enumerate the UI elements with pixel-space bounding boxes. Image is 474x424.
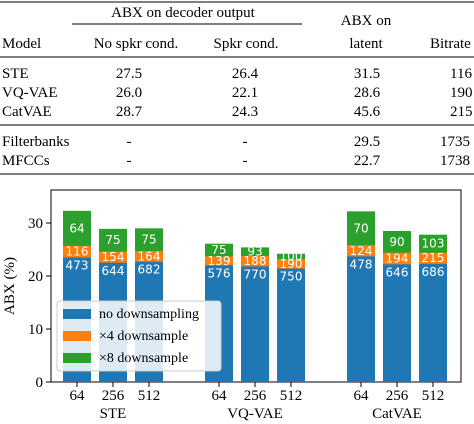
legend-swatch-x8-downsample [63,353,91,363]
col-header-no-spkr: No spkr cond. [94,36,179,52]
bar-value-label: 103 [422,237,445,251]
bar-value-label: 93 [247,245,262,259]
cell-no-spkr: - [127,134,132,150]
bar-value-label: 154 [102,250,125,264]
legend-swatch-x4-downsample [63,331,91,341]
cell-spkr: - [243,134,248,150]
bar-value-label: 770 [244,267,267,281]
bar-no-downsampling [419,263,447,382]
group-label: CatVAE [372,406,422,422]
x-tick-label: 64 [70,388,86,404]
legend-label-x4-downsample: ×4 downsample [99,329,188,344]
cell-bitrate: 1735 [440,134,470,150]
bar-no-downsampling [241,266,269,382]
cell-latent: 28.6 [354,85,381,101]
bar-value-label: 686 [422,265,445,279]
bar-value-label: 190 [280,257,303,271]
table-row: STE 27.5 26.4 31.5 116 [2,66,472,82]
bar-value-label: 116 [66,245,89,259]
cell-no-spkr: - [127,153,132,169]
bar-value-label: 194 [386,252,409,266]
bar-value-label: 188 [244,254,267,268]
cell-no-spkr: 27.5 [116,66,142,82]
x-tick-label: 512 [280,388,303,404]
cell-spkr: 24.3 [232,104,258,120]
bar-value-label: 473 [66,258,89,272]
cell-spkr: 26.4 [232,66,259,82]
x-tick-label: 512 [422,388,445,404]
y-tick-label: 0 [36,375,44,391]
bar-value-label: 139 [208,254,231,268]
header-abx-latent-line1: ABX on [341,13,392,29]
cell-latent: 31.5 [354,66,380,82]
group-label: VQ-VAE [227,406,283,422]
col-header-latent: latent [349,36,383,52]
bar-value-label: 164 [138,249,161,263]
table-row: VQ-VAE 26.0 22.1 28.6 190 [2,85,473,101]
bar-no-downsampling [347,256,375,382]
col-header-spkr: Spkr cond. [214,36,279,52]
y-tick-label: 10 [28,322,43,338]
col-header-model: Model [2,36,41,52]
cell-no-spkr: 28.7 [116,104,143,120]
table-row: MFCCs - - 22.7 1738 [2,153,470,169]
bar-value-label: 70 [353,221,368,235]
cell-bitrate: 1738 [440,153,470,169]
table-row: CatVAE 28.7 24.3 45.6 215 [2,104,473,120]
cell-spkr: - [243,153,248,169]
legend: no downsampling ×4 downsample ×8 downsam… [56,300,222,372]
cell-model: STE [2,66,29,82]
bar-value-label: 75 [141,233,156,247]
bar-value-label: 682 [138,263,161,277]
bar-value-label: 215 [422,251,445,265]
x-tick-label: 512 [138,388,161,404]
bar-value-label: 124 [350,244,373,258]
bar-value-label: 576 [208,266,231,280]
cell-bitrate: 215 [450,104,473,120]
bar-value-label: 478 [350,257,373,271]
cell-latent: 45.6 [354,104,381,120]
cell-model: Filterbanks [2,134,70,150]
y-axis-label: ABX (%) [2,257,18,315]
bar-value-label: 646 [386,265,409,279]
bar-value-label: 75 [105,233,120,247]
bar-value-label: 75 [211,243,226,257]
cell-spkr: 22.1 [232,85,258,101]
y-axis: 0 10 20 30 [28,216,51,391]
x-tick-label: 256 [386,388,409,404]
x-tick-label: 64 [212,388,228,404]
bar-value-label: 90 [389,235,404,249]
table-row: Filterbanks - - 29.5 1735 [2,134,470,150]
bar-no-downsampling [383,264,411,382]
x-tick-label: 256 [102,388,125,404]
bar-no-downsampling [277,268,305,382]
x-tick-label: 64 [354,388,370,404]
x-tick-label: 256 [244,388,267,404]
legend-label-x8-downsample: ×8 downsample [99,351,188,366]
legend-label-no-downsampling: no downsampling [99,307,199,322]
group-label: STE [100,406,127,422]
results-table: ABX on decoder output ABX on Model No sp… [0,1,474,175]
cell-model: MFCCs [2,153,50,169]
cell-model: CatVAE [2,104,52,120]
cell-latent: 29.5 [354,134,380,150]
cell-bitrate: 190 [450,85,473,101]
cell-bitrate: 116 [450,66,472,82]
legend-swatch-no-downsampling [63,309,91,319]
bar-value-label: 64 [69,221,84,235]
bar-value-label: 750 [280,270,303,284]
legend-frame [56,300,222,372]
y-tick-label: 20 [28,269,43,285]
group-header: ABX on decoder output [111,5,256,21]
cell-model: VQ-VAE [2,85,58,101]
cell-no-spkr: 26.0 [116,85,142,101]
col-header-bitrate: Bitrate [430,36,471,52]
cell-latent: 22.7 [354,153,381,169]
bar-value-label: 100 [280,249,303,263]
bar-value-label: 644 [102,264,125,278]
y-tick-label: 30 [28,216,43,232]
